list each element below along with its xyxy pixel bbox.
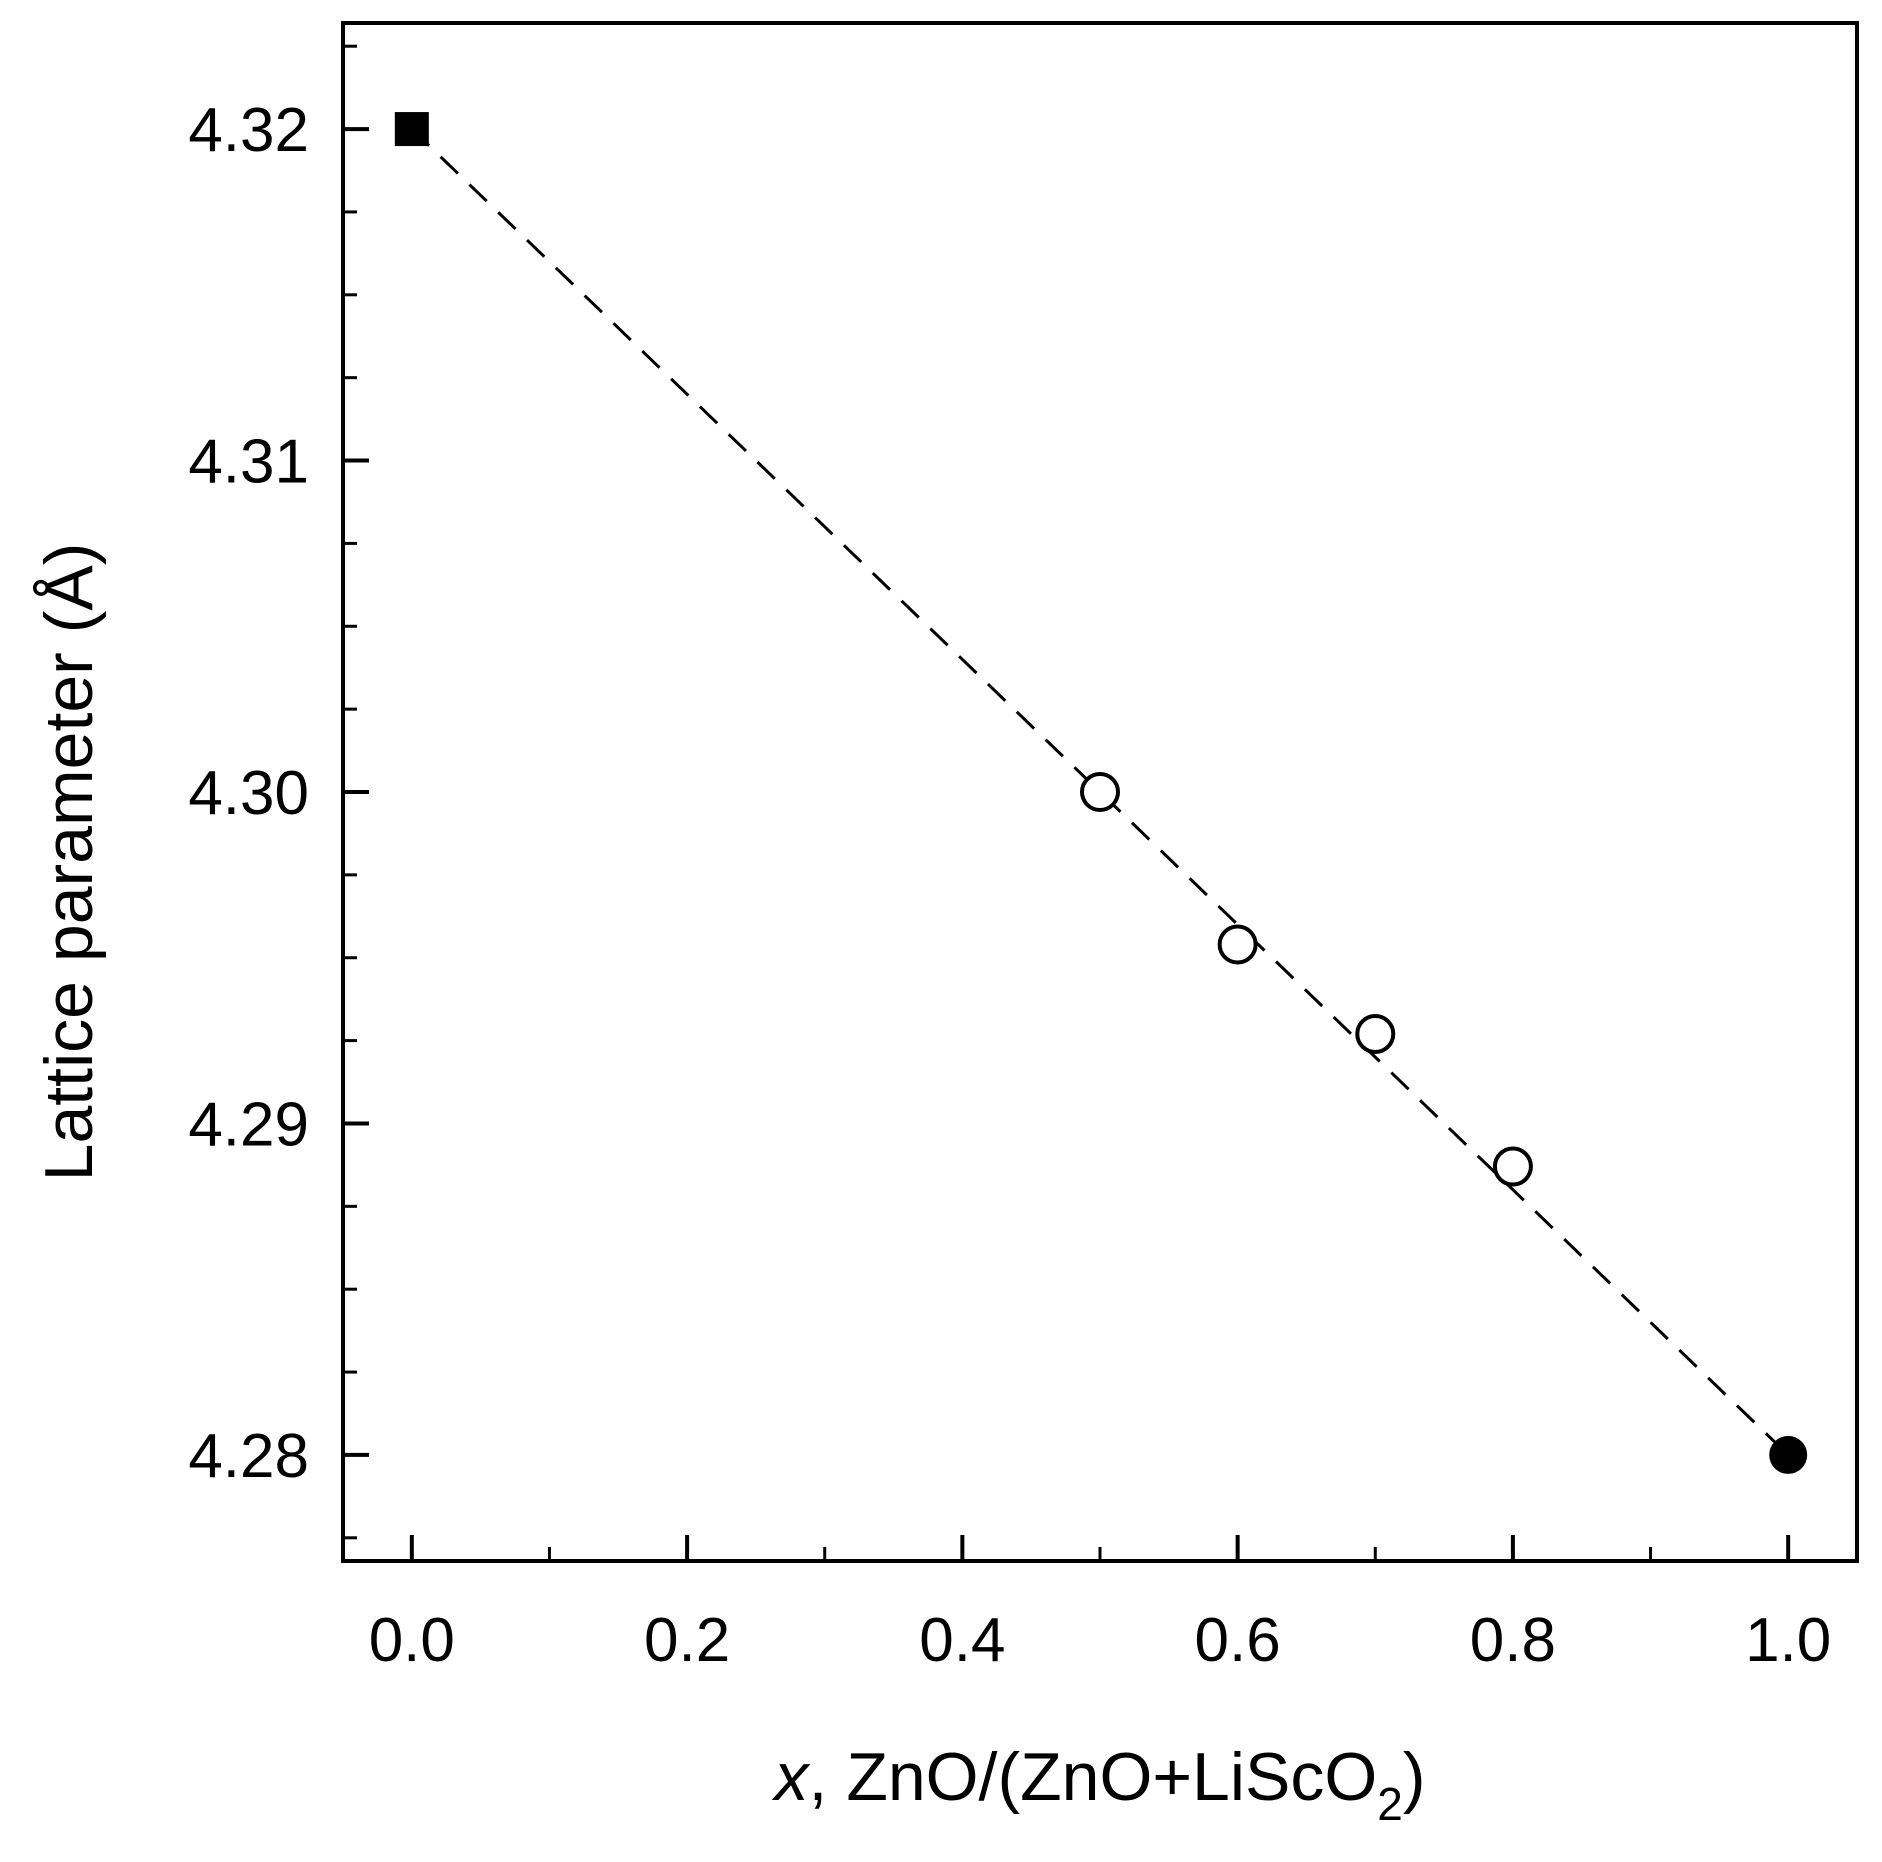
x-tick-label: 0.2 <box>644 1606 730 1675</box>
y-axis-title: Lattice parameter (Å) <box>31 543 107 1182</box>
x-axis-separator: , <box>809 1739 847 1815</box>
data-point-open-circle <box>1217 924 1258 965</box>
x-axis-closing: ) <box>1403 1739 1426 1815</box>
y-tick-label: 4.31 <box>188 428 309 497</box>
data-point-filled-circle <box>1769 1435 1808 1474</box>
data-point-open-circle <box>1080 772 1120 812</box>
x-axis-subscript: 2 <box>1377 1778 1403 1830</box>
y-tick-label: 4.28 <box>188 1422 309 1491</box>
data-point-open-circle <box>1355 1013 1396 1054</box>
data-point-open-circle <box>1492 1146 1533 1187</box>
x-tick-label: 0.8 <box>1470 1606 1556 1675</box>
x-tick-label: 0.4 <box>919 1606 1005 1675</box>
data-point-filled-square <box>394 112 429 147</box>
y-axis-ticks: 4.28 4.29 4.30 4.31 4.32 <box>188 44 369 1540</box>
y-tick-label: 4.32 <box>188 96 309 165</box>
x-tick-label: 0.0 <box>369 1606 455 1675</box>
y-tick-label: 4.30 <box>188 759 309 828</box>
x-axis-variable: x <box>772 1739 811 1815</box>
data-points <box>394 112 1808 1474</box>
x-axis-title: x, ZnO/(ZnO+LiScO2) <box>772 1739 1426 1830</box>
x-axis-formula: ZnO/(ZnO+LiScO <box>846 1739 1377 1815</box>
x-tick-label: 0.6 <box>1195 1606 1281 1675</box>
y-tick-label: 4.29 <box>188 1090 309 1159</box>
x-tick-label: 1.0 <box>1745 1606 1831 1675</box>
x-axis-ticks: 0.0 0.2 0.4 0.6 0.8 1.0 <box>369 1535 1831 1675</box>
